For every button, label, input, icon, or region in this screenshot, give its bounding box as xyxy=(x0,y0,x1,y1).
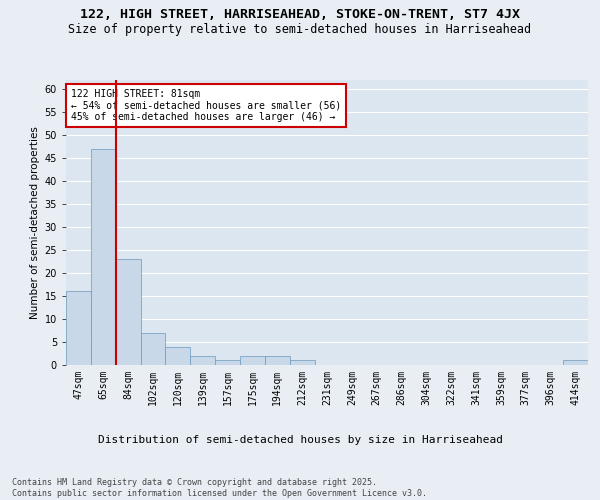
Bar xyxy=(215,360,240,365)
Text: 122, HIGH STREET, HARRISEAHEAD, STOKE-ON-TRENT, ST7 4JX: 122, HIGH STREET, HARRISEAHEAD, STOKE-ON… xyxy=(80,8,520,20)
Y-axis label: Number of semi-detached properties: Number of semi-detached properties xyxy=(31,126,40,319)
Bar xyxy=(563,360,588,365)
Bar xyxy=(190,356,215,365)
Bar xyxy=(166,346,190,365)
Text: Distribution of semi-detached houses by size in Harriseahead: Distribution of semi-detached houses by … xyxy=(97,435,503,445)
Text: Contains HM Land Registry data © Crown copyright and database right 2025.
Contai: Contains HM Land Registry data © Crown c… xyxy=(12,478,427,498)
Bar xyxy=(240,356,265,365)
Bar xyxy=(116,260,140,365)
Bar xyxy=(66,292,91,365)
Bar xyxy=(290,360,314,365)
Text: 122 HIGH STREET: 81sqm
← 54% of semi-detached houses are smaller (56)
45% of sem: 122 HIGH STREET: 81sqm ← 54% of semi-det… xyxy=(71,88,341,122)
Bar xyxy=(91,149,116,365)
Bar xyxy=(140,333,166,365)
Bar xyxy=(265,356,290,365)
Text: Size of property relative to semi-detached houses in Harriseahead: Size of property relative to semi-detach… xyxy=(68,22,532,36)
